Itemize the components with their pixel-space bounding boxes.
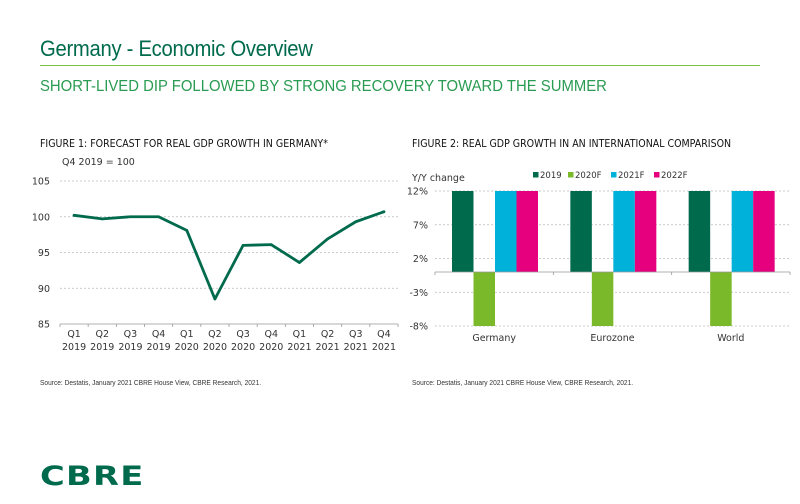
x-tick-label-year: 2020 [175, 342, 199, 353]
y-tick-label: 7% [413, 220, 428, 231]
y-tick-label: -3% [410, 288, 429, 299]
x-tick-label-quarter: Q3 [236, 329, 250, 340]
figure2-source: Source: Destatis, January 2021 CBRE Hous… [412, 378, 634, 387]
data-point [213, 297, 217, 301]
legend-swatch [611, 172, 617, 178]
x-tick-label-year: 2019 [90, 342, 114, 353]
figure1-title: FIGURE 1: FORECAST FOR REAL GDP GROWTH I… [40, 138, 328, 150]
bar-2022f-germany [516, 191, 538, 272]
data-point [298, 261, 301, 264]
y-tick-label: 105 [32, 177, 50, 188]
data-point [157, 215, 160, 219]
figure1-source: Source: Destatis, January 2021 CBRE Hous… [40, 378, 262, 387]
data-point [269, 243, 273, 246]
x-tick-label-year: 2021 [315, 342, 339, 353]
data-point [72, 214, 76, 217]
x-tick-label-quarter: Q4 [152, 329, 166, 340]
x-tick-label-quarter: Q1 [67, 329, 81, 340]
legend-label: 2019 [540, 171, 562, 181]
x-tick-label-year: 2020 [231, 342, 255, 353]
x-category-label: World [717, 333, 744, 344]
page-subtitle: SHORT-LIVED DIP FOLLOWED BY STRONG RECOV… [40, 78, 607, 95]
y-axis-unit-label: Q4 2019 = 100 [62, 157, 135, 168]
data-point [185, 229, 189, 232]
title-divider [40, 65, 760, 66]
x-tick-label-quarter: Q2 [321, 329, 335, 340]
cbre-logo: CBRE [40, 461, 145, 492]
x-tick-label-quarter: Q4 [377, 329, 391, 340]
bar-2019-eurozone [570, 191, 592, 272]
data-point [382, 210, 386, 214]
legend-swatch [533, 172, 539, 178]
x-tick-label-quarter: Q1 [293, 329, 307, 340]
y-tick-label: 90 [38, 284, 50, 295]
page-title: Germany - Economic Overview [40, 36, 313, 61]
bar-2021f-germany [495, 191, 517, 272]
legend-label: 2021F [618, 171, 645, 181]
y-tick-label: 95 [38, 248, 50, 259]
bar-2021f-eurozone [613, 191, 635, 272]
x-tick-label-year: 2020 [259, 342, 283, 353]
data-point [100, 217, 104, 221]
bar-2020f-germany [473, 272, 495, 326]
data-point [326, 237, 329, 241]
x-tick-label-quarter: Q2 [208, 329, 222, 340]
bar-2019-world [688, 191, 711, 272]
y-tick-label: 12% [407, 187, 428, 198]
x-tick-label-year: 2019 [146, 342, 170, 353]
x-category-label: Germany [472, 333, 516, 344]
bar-2021f-world [731, 191, 754, 272]
x-category-label: Eurozone [590, 333, 634, 344]
legend-label: 2022F [661, 171, 688, 181]
x-tick-label-quarter: Q1 [180, 329, 194, 340]
bar-2022f-eurozone [634, 191, 657, 272]
x-tick-label-year: 2019 [62, 342, 86, 353]
bar-2019-germany [452, 191, 474, 272]
y-tick-label: 2% [413, 254, 428, 265]
y-tick-label: 85 [38, 320, 50, 331]
figure2-title: FIGURE 2: REAL GDP GROWTH IN AN INTERNAT… [412, 138, 732, 150]
x-tick-label-year: 2020 [203, 342, 227, 353]
series-line [72, 210, 386, 301]
x-tick-label-quarter: Q2 [95, 329, 109, 340]
x-tick-label-year: 2019 [118, 342, 142, 353]
data-point [354, 220, 358, 224]
y-tick-label: 100 [32, 212, 50, 223]
x-tick-label-year: 2021 [372, 342, 396, 353]
x-tick-label-quarter: Q4 [264, 329, 278, 340]
y-tick-label: -8% [410, 322, 429, 333]
bar-2020f-eurozone [591, 272, 614, 326]
x-tick-label-quarter: Q3 [124, 329, 138, 340]
bar-2020f-world [710, 272, 732, 326]
legend-swatch [568, 172, 574, 178]
x-tick-label-quarter: Q3 [349, 329, 363, 340]
x-tick-label-year: 2021 [344, 342, 368, 353]
y-axis-title: Y/Y change [411, 173, 465, 184]
data-point [129, 215, 132, 219]
bar-2022f-world [753, 191, 775, 272]
data-point [241, 244, 245, 247]
legend-swatch [654, 172, 660, 178]
legend-label: 2020F [575, 171, 602, 181]
x-tick-label-year: 2021 [287, 342, 311, 353]
